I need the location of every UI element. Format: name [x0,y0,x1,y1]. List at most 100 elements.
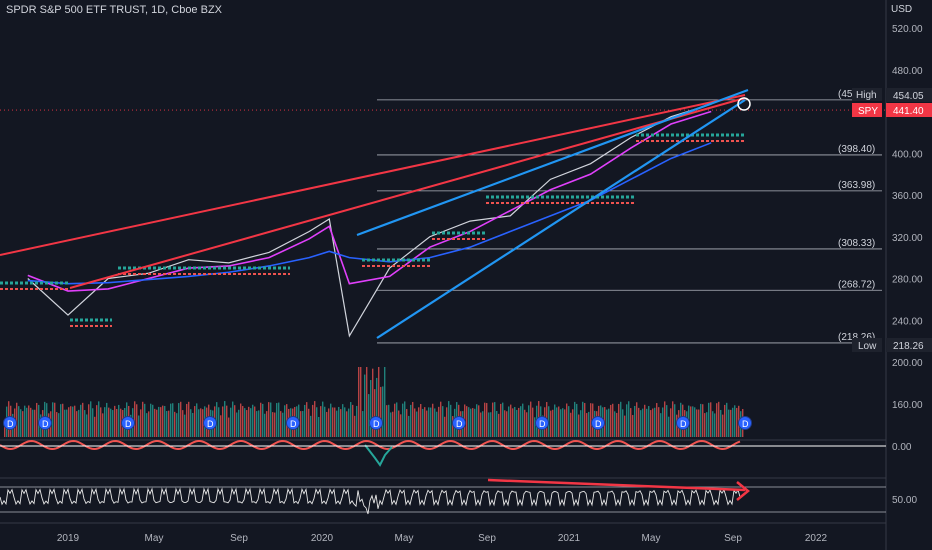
rsi-line [0,487,741,515]
volume-bar [90,401,92,437]
volume-bar [92,408,94,437]
volume-bar [712,411,714,437]
high-label: High [856,90,877,101]
volume-bar [584,403,586,437]
volume-bar [106,402,108,437]
volume-bar [500,403,502,437]
volume-bar [84,410,86,437]
volume-bar [438,406,440,437]
volume-bar [726,402,728,437]
volume-bar [180,401,182,437]
volume-bar [570,412,572,437]
volume-bar [618,403,620,437]
volume-bar [398,410,400,437]
volume-bar [466,406,468,437]
volume-bar [408,415,410,437]
volume-bar [332,407,334,437]
volume-bar [588,411,590,437]
volume-bar [640,410,642,437]
volume-bar [424,407,426,437]
volume-bar [636,402,638,437]
volume-bar [524,409,526,437]
volume-bar [670,408,672,437]
volume-bar [498,413,500,437]
volume-bar [376,377,378,437]
volume-bar [268,402,270,437]
fib-level-label: (363.98) [838,180,875,191]
volume-bar [312,404,314,437]
dividend-icon [3,416,17,430]
volume-bar [566,403,568,437]
volume-bar [720,409,722,437]
dividend-icon-letter: D [680,419,687,429]
volume-bar [362,411,364,437]
volume-bar [20,409,22,437]
blue-trendline [376,99,746,339]
volume-bar [230,407,232,437]
dividend-icon-letter: D [125,419,132,429]
volume-bar [102,413,104,437]
high-value-tag [886,88,932,102]
volume-bar [718,401,720,437]
volume-bar [162,405,164,437]
volume-bar [192,412,194,437]
volume-bar [258,410,260,437]
volume-bar [54,402,56,437]
high-value: 454.05 [893,91,924,102]
volume-bar [356,405,358,437]
volume-bar [352,404,354,437]
volume-bar [496,410,498,437]
dividend-icon-letter: D [42,419,49,429]
volume-bar [224,401,226,437]
volume-bar [696,409,698,437]
time-tick-label: 2021 [558,533,581,544]
volume-bar [518,407,520,437]
red-trendline [69,97,746,289]
volume-bar [274,412,276,437]
volume-bar [662,407,664,437]
volume-bar [452,416,454,437]
volume-bar [98,401,100,437]
volume-bar [156,409,158,437]
volume-bar [730,409,732,437]
volume-bar [578,414,580,437]
volume-bar [392,411,394,437]
price-tick-label: 320.00 [892,233,923,244]
volume-bar [348,408,350,437]
volume-bar [136,404,138,437]
volume-bar [698,409,700,437]
volume-bar [166,411,168,437]
volume-bar [556,407,558,437]
red-trendline [0,94,746,256]
volume-bar [66,409,68,437]
dividend-icon [369,416,383,430]
dividend-icon-letter: D [595,419,602,429]
price-series-line [27,142,712,285]
volume-bar [612,403,614,437]
volume-bar [308,408,310,437]
dividend-icon-letter: D [290,419,297,429]
dividend-icon-letter: D [539,419,546,429]
volume-bar [4,419,6,437]
rsi-divergence-arrow [736,481,750,501]
volume-bar [264,413,266,437]
volume-bar [734,405,736,437]
volume-bar [222,406,224,437]
volume-bar [190,409,192,437]
volume-bar [642,408,644,437]
dividend-icon [121,416,135,430]
volume-bar [172,403,174,437]
price-series-line [27,103,712,338]
volume-bar [358,367,360,437]
volume-bar [260,402,262,437]
volume-bar [368,394,370,437]
volume-bar [178,403,180,437]
fib-level-label: (218.26) [838,332,875,343]
volume-bar [194,406,196,437]
volume-bar [144,403,146,437]
volume-bar [508,406,510,437]
volume-bar [282,412,284,437]
volume-bar [326,411,328,437]
volume-bar [336,410,338,437]
